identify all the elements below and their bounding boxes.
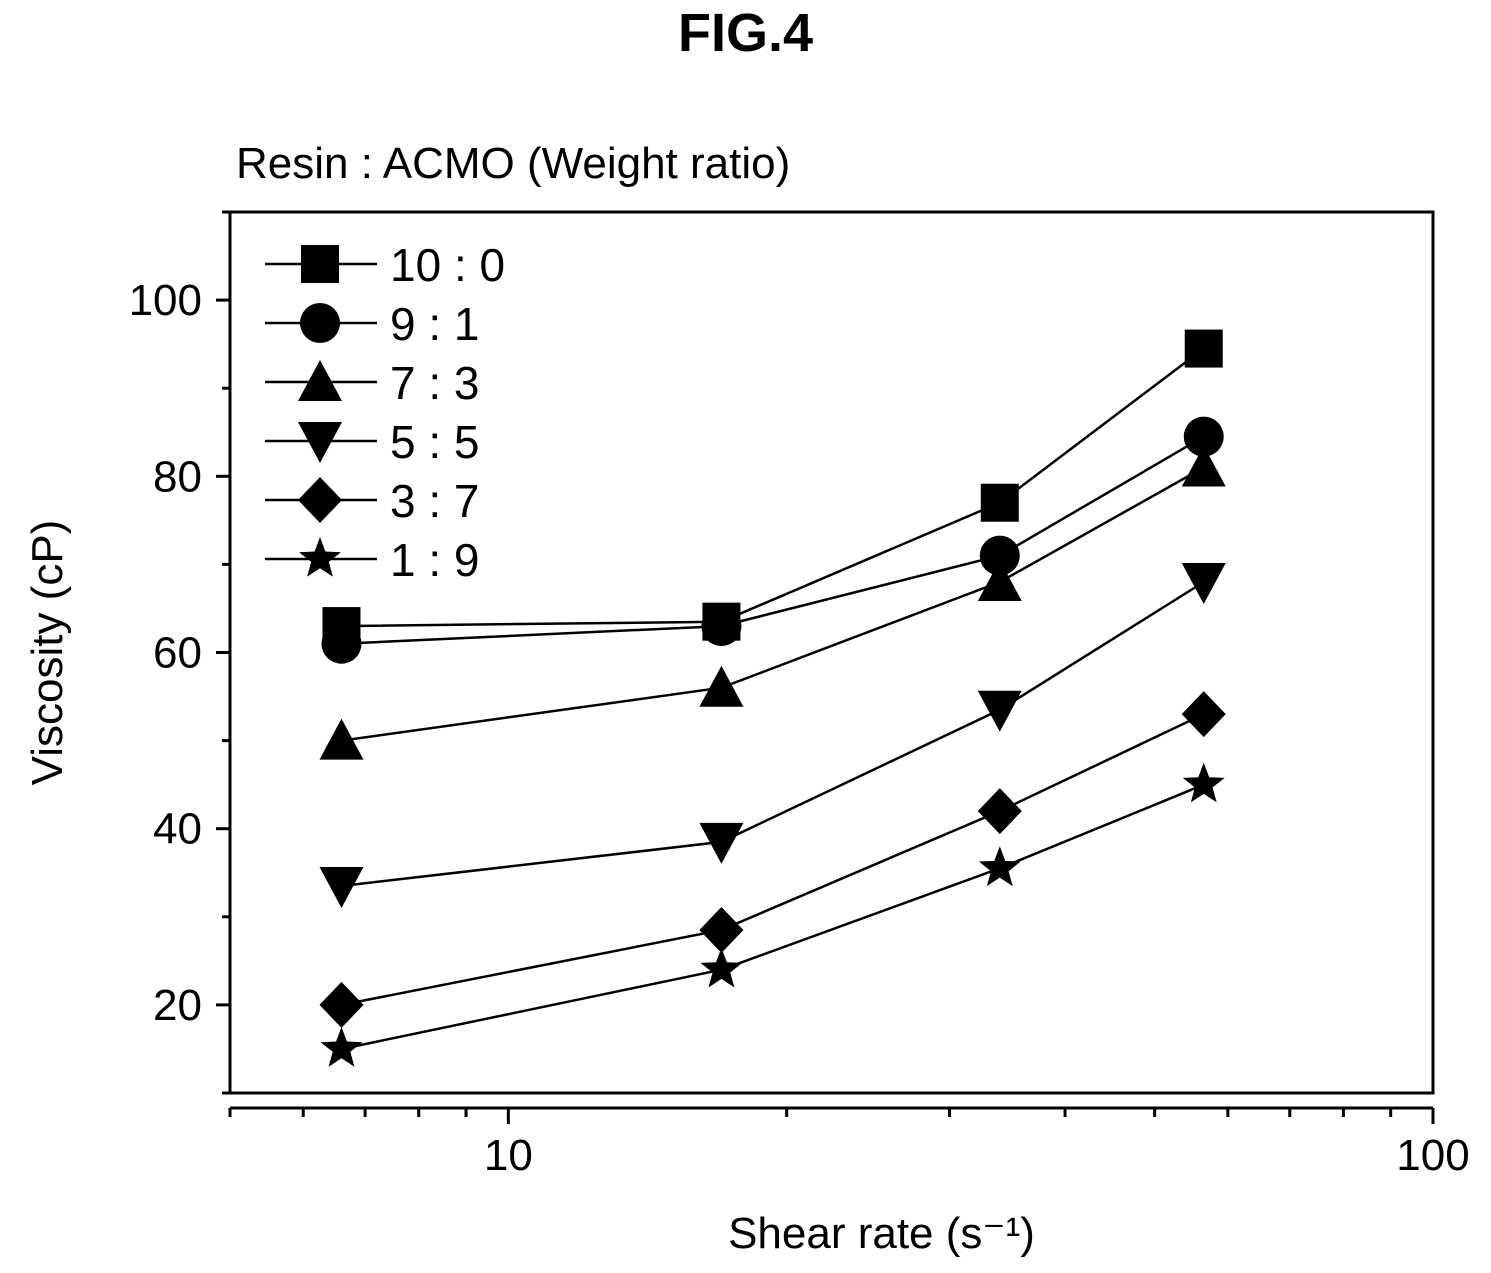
y-tick-label: 40 [153,805,202,854]
data-point [1181,691,1226,738]
data-point [699,907,744,954]
data-point [700,947,743,988]
data-point [1183,416,1224,457]
series-line [341,713,1205,1007]
series-line [341,466,1205,742]
legend: 10 : 0 9 : 1 7 : 3 5 : 5 3 : 7 1 : 9 [265,239,505,586]
data-point [699,822,744,864]
data-point [319,718,364,760]
data-point [320,1027,363,1067]
legend-entry: 9 : 1 [265,298,480,350]
y-axis-label: Viscosity (cP) [23,520,72,786]
data-point [321,623,362,664]
data-point [1181,563,1226,605]
series-layer [319,329,1226,1067]
series-triangle-up [319,445,1226,760]
series-line [341,347,1205,628]
legend-label: 9 : 1 [390,298,480,350]
data-point [1182,762,1225,803]
data-point [979,535,1020,576]
series-triangle-down [319,563,1226,908]
y-tick-label: 60 [153,629,202,678]
legend-marker [298,422,342,463]
data-point [699,665,744,707]
legend-marker [300,303,340,343]
series-line [341,580,1205,888]
data-point [319,981,364,1028]
chart-subtitle: Resin : ACMO (Weight ratio) [236,139,790,188]
series-circle [321,416,1224,664]
data-point [701,606,742,647]
y-tick-label: 20 [153,981,202,1030]
figure-label: FIG.4 [677,3,814,63]
y-tick-label: 80 [153,452,202,501]
legend-entry: 1 : 9 [265,534,480,586]
data-point [1184,329,1223,368]
series-diamond [319,691,1226,1028]
data-point [980,483,1019,522]
x-tick-label: 10 [484,1131,533,1180]
series-line [341,435,1205,645]
axis-ticks: 20 40 60 80 100 10 100 [129,210,1470,1180]
data-point [978,846,1021,887]
x-tick-label: 100 [1396,1131,1469,1180]
legend-entry: 10 : 0 [265,239,505,291]
legend-entry: 7 : 3 [265,357,480,409]
legend-label: 10 : 0 [390,239,505,291]
legend-label: 5 : 5 [390,416,480,468]
data-point [977,560,1022,602]
legend-label: 3 : 7 [390,475,480,527]
legend-label: 7 : 3 [390,357,480,409]
data-point [977,690,1022,732]
series-star [320,762,1225,1067]
data-point [1181,445,1226,487]
data-point [977,788,1022,835]
legend-marker [301,245,339,283]
legend-marker [298,477,342,523]
y-tick-label: 100 [129,276,202,325]
legend-label: 1 : 9 [390,534,480,586]
legend-marker [299,537,341,577]
legend-entry: 3 : 7 [265,475,480,527]
legend-marker [298,360,342,401]
series-line [341,783,1205,1051]
legend-entry: 5 : 5 [265,416,480,468]
data-point [319,866,364,908]
x-axis-label: Shear rate (s⁻¹) [728,1209,1035,1258]
